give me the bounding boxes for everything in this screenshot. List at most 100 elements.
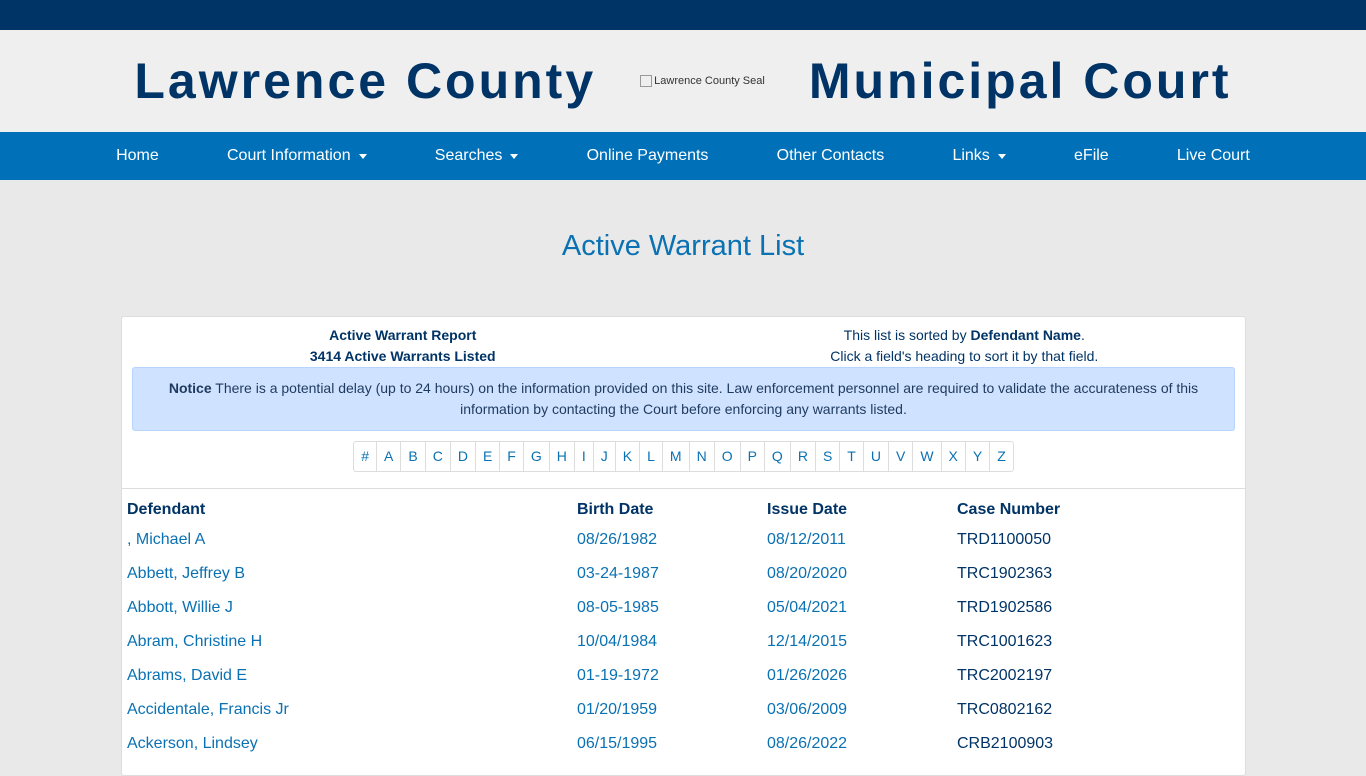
birth-date-link[interactable]: 01-19-1972 <box>577 667 659 684</box>
broken-image-icon <box>640 75 653 87</box>
defendant-link[interactable]: Abram, Christine H <box>127 633 263 650</box>
birth-date-link[interactable]: 01/20/1959 <box>577 701 658 718</box>
letter-filter-g[interactable]: G <box>522 442 549 471</box>
letter-filter-a[interactable]: A <box>376 442 400 471</box>
defendant-link[interactable]: , Michael A <box>127 531 206 548</box>
letter-filter-b[interactable]: B <box>400 442 424 471</box>
nav-other-contacts[interactable]: Other Contacts <box>777 147 885 165</box>
column-header-defendant[interactable]: Defendant <box>127 500 206 518</box>
issue-date-link[interactable]: 08/26/2022 <box>767 735 848 752</box>
nav-label: Court Information <box>226 147 351 164</box>
letter-filter-c[interactable]: C <box>424 442 450 471</box>
letter-filter-number[interactable]: # <box>361 448 369 464</box>
letter-filter-s[interactable]: S <box>814 442 839 471</box>
caret-down-icon <box>997 153 1006 159</box>
defendant-link[interactable]: Abrams, David E <box>127 667 248 684</box>
warrant-count: 3414 Active Warrants Listed <box>309 348 496 364</box>
letter-filter-r[interactable]: R <box>789 442 815 471</box>
table-row: Abbett, Jeffrey B 03-24-1987 08/20/2020 TRC… <box>122 557 1245 591</box>
issue-date-link[interactable]: 01/26/2026 <box>767 667 848 684</box>
sort-suffix: . <box>1080 327 1085 343</box>
page-title: Active Warrant List <box>561 230 805 262</box>
sort-field: Defendant Name <box>970 327 1081 343</box>
table-row: Accidentale, Francis Jr 01/20/1959 03/06/2… <box>122 693 1245 727</box>
letter-filter-w[interactable]: W <box>912 442 940 471</box>
letter-filter-z[interactable]: Z <box>989 442 1013 471</box>
letter-filter-n[interactable]: N <box>688 442 714 471</box>
table-row: , Michael A 08/26/1982 08/12/2011 TRD110005… <box>122 523 1245 557</box>
sort-info: This list is sorted by Defendant Name. C… <box>684 325 1246 367</box>
issue-date-link[interactable]: 05/04/2021 <box>767 599 848 616</box>
letter-filter-u[interactable]: U <box>862 442 888 471</box>
column-header-case-number[interactable]: Case Number <box>957 500 1061 518</box>
letter-filter-f[interactable]: F <box>499 442 523 471</box>
column-header-birth-date[interactable]: Birth Date <box>577 500 654 518</box>
letter-filter-q[interactable]: Q <box>763 442 790 471</box>
letter-filter-y[interactable]: Y <box>964 442 989 471</box>
nav-label: Home <box>116 147 159 164</box>
issue-date-link[interactable]: 12/14/2015 <box>767 633 848 650</box>
caret-down-icon <box>510 153 519 159</box>
divider <box>122 488 1245 489</box>
letter-filter-v[interactable]: V <box>887 442 912 471</box>
birth-date-link[interactable]: 06/15/1995 <box>577 735 658 752</box>
issue-date-link[interactable]: 08/12/2011 <box>767 531 846 548</box>
defendant-link[interactable]: Abbott, Willie J <box>127 599 233 616</box>
caret-down-icon <box>358 153 367 159</box>
birth-date-link[interactable]: 08-05-1985 <box>577 599 659 616</box>
birth-date-link[interactable]: 08/26/1982 <box>577 531 658 548</box>
nav-label: Online Payments <box>586 147 709 164</box>
birth-date-link[interactable]: 10/04/1984 <box>577 633 658 650</box>
report-title: Active Warrant Report <box>329 327 477 343</box>
seal-alt-text: Lawrence County Seal <box>654 75 765 87</box>
table-row: Abrams, David E 01-19-1972 01/26/2026 TRC20… <box>122 659 1245 693</box>
sort-hint: Click a field's heading to sort it by th… <box>830 348 1099 364</box>
header-left-title: Lawrence County <box>134 53 597 109</box>
letter-filter-o[interactable]: O <box>713 442 740 471</box>
nav-links[interactable]: Links <box>952 147 1006 165</box>
letter-filter-e[interactable]: E <box>474 442 499 471</box>
table-row: Abbott, Willie J 08-05-1985 05/04/2021 TRD1… <box>122 591 1245 625</box>
case-number: TRC0802162 <box>957 701 1053 718</box>
letter-filter-m[interactable]: M <box>661 442 689 471</box>
warrant-table: Defendant Birth Date Issue Date Case Number… <box>122 489 1245 761</box>
nav-searches[interactable]: Searches <box>435 147 519 165</box>
nav-label: Live Court <box>1176 147 1250 164</box>
letter-filter-l[interactable]: L <box>639 442 662 471</box>
birth-date-link[interactable]: 03-24-1987 <box>577 565 659 582</box>
case-number: TRD1100050 <box>957 531 1051 548</box>
column-header-issue-date[interactable]: Issue Date <box>767 500 848 518</box>
defendant-link[interactable]: Ackerson, Lindsey <box>127 735 258 752</box>
header-right-title: Municipal Court <box>808 53 1232 109</box>
notice-alert: Notice There is a potential delay (up to… <box>132 367 1235 431</box>
case-number: TRC1902363 <box>957 565 1053 582</box>
nav-home[interactable]: Home <box>116 147 159 165</box>
case-number: TRD1902586 <box>957 599 1053 616</box>
letter-filter-i[interactable]: I <box>573 442 593 471</box>
letter-filter-p[interactable]: P <box>739 442 764 471</box>
letter-filter-j[interactable]: J <box>592 442 615 471</box>
notice-text: There is a potential delay (up to 24 hou… <box>211 380 1199 417</box>
table-row: Ackerson, Lindsey 06/15/1995 08/26/2022 CRB… <box>122 727 1245 761</box>
nav-court-information[interactable]: Court Information <box>227 147 367 165</box>
letter-filter-t[interactable]: T <box>839 442 863 471</box>
letter-filter-k[interactable]: K <box>614 442 639 471</box>
letter-filter-x[interactable]: X <box>940 442 965 471</box>
alphabet-filter: # A B C D E F G H I J K L M N O P Q R S T U V W X Y Z <box>353 441 1014 472</box>
case-number: TRC1001623 <box>957 633 1053 650</box>
nav-live-court[interactable]: Live Court <box>1177 147 1250 165</box>
nav-online-payments[interactable]: Online Payments <box>587 147 709 165</box>
warrant-card: Active Warrant Report 3414 Active Warran… <box>121 316 1246 776</box>
issue-date-link[interactable]: 08/20/2020 <box>767 565 848 582</box>
nav-efile[interactable]: eFile <box>1074 147 1109 165</box>
issue-date-link[interactable]: 03/06/2009 <box>767 701 848 718</box>
top-bar <box>0 0 1366 30</box>
county-seal-image: Lawrence County Seal <box>640 75 765 87</box>
letter-filter-d[interactable]: D <box>449 442 475 471</box>
main-nav: Home Court Information Searches Online Paym… <box>0 132 1366 180</box>
case-number: TRC2002197 <box>957 667 1053 684</box>
nav-label: Searches <box>434 147 503 164</box>
letter-filter-h[interactable]: H <box>548 442 574 471</box>
defendant-link[interactable]: Abbett, Jeffrey B <box>127 565 245 582</box>
defendant-link[interactable]: Accidentale, Francis Jr <box>127 701 289 718</box>
